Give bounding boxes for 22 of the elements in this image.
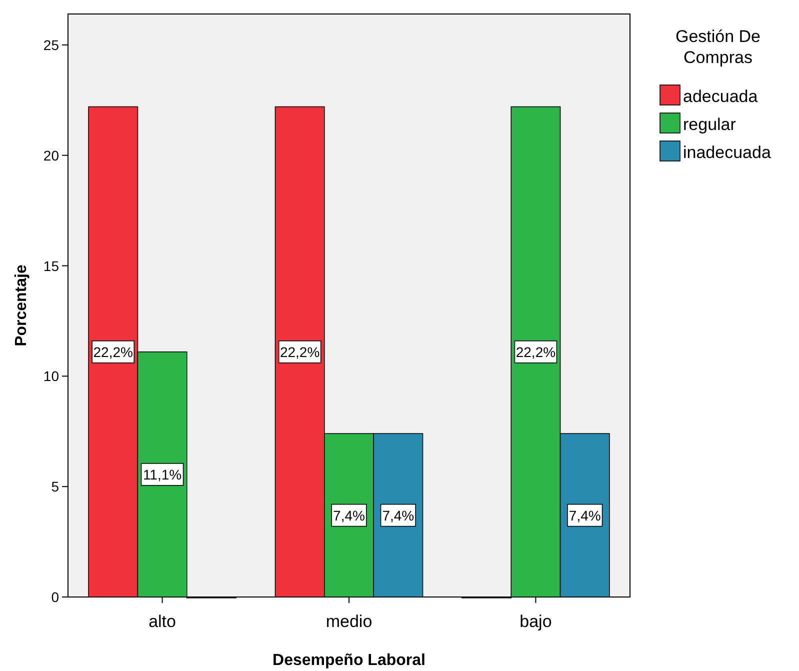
y-tick-label: 15	[43, 258, 60, 274]
data-label: 22,2%	[280, 344, 320, 360]
y-tick-label: 20	[43, 147, 60, 164]
data-label: 7,4%	[382, 507, 414, 524]
data-label: 7,4%	[333, 507, 365, 524]
y-tick-label: 5	[51, 478, 60, 495]
y-tick-label: 25	[43, 36, 60, 53]
legend-label: inadecuada	[683, 143, 772, 162]
legend-label: adecuada	[683, 87, 758, 106]
x-tick-label: alto	[148, 612, 176, 631]
x-tick-label: medio	[326, 612, 372, 631]
data-label: 11,1%	[142, 466, 182, 482]
data-label: 22,2%	[93, 344, 133, 360]
x-tick-label: bajo	[520, 612, 552, 631]
x-axis-title: Desempeño Laboral	[272, 652, 426, 669]
legend-title: Gestión De Compras	[675, 27, 761, 67]
data-label: 22,2%	[516, 344, 556, 360]
legend-label: regular	[683, 115, 736, 134]
y-tick-label: 10	[43, 368, 60, 384]
y-tick-label: 0	[51, 589, 60, 605]
y-axis-title: Porcentaje	[13, 264, 30, 346]
data-label: 7,4%	[568, 507, 601, 524]
